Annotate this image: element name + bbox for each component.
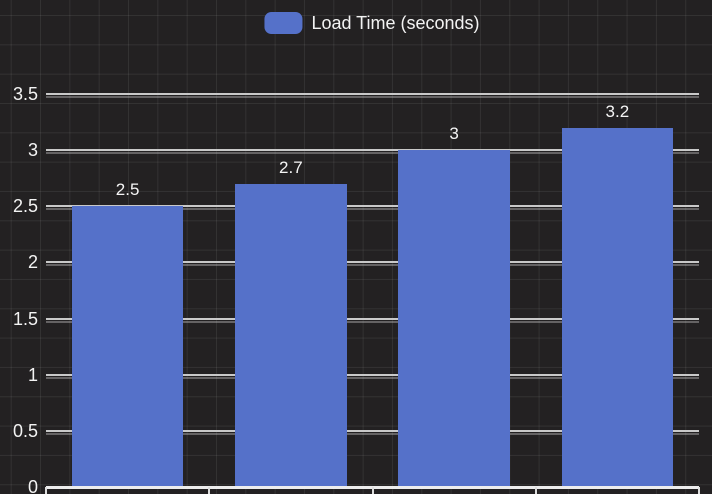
y-axis-tick-label: 3 [27,140,38,161]
y-gridline [46,429,699,432]
y-axis-tick-label: 1 [27,364,38,385]
x-axis-tick [534,487,537,494]
y-gridline [46,373,699,376]
y-gridline [46,205,699,208]
x-axis-tick [371,487,374,494]
bar-value-label: 2.7 [279,157,303,177]
bar[interactable] [561,127,674,487]
bar[interactable] [71,206,184,487]
y-gridline [46,261,699,264]
y-axis-tick-label: 2.5 [12,196,38,217]
x-axis-tick [208,487,211,494]
x-axis-tick [45,487,47,494]
legend-swatch-icon [264,12,303,34]
y-gridline [46,149,699,152]
y-gridline [46,92,699,95]
y-axis-tick-label: 1.5 [12,308,38,329]
y-axis-tick-label: 0.5 [12,420,38,441]
chart-legend-item[interactable]: Load Time (seconds) [264,12,480,34]
y-gridline [46,317,699,320]
y-axis-tick-label: 3.5 [12,83,38,104]
bar[interactable] [398,150,510,487]
y-axis-tick-label: 0 [27,477,38,494]
x-axis-tick [698,487,700,494]
bar-value-label: 3.2 [605,101,630,121]
y-axis-tick-label: 2 [27,252,38,273]
bar[interactable] [235,183,347,487]
bar-value-label: 2.5 [115,180,140,200]
legend-label: Load Time (seconds) [311,12,480,33]
bar-value-label: 3 [449,124,459,144]
